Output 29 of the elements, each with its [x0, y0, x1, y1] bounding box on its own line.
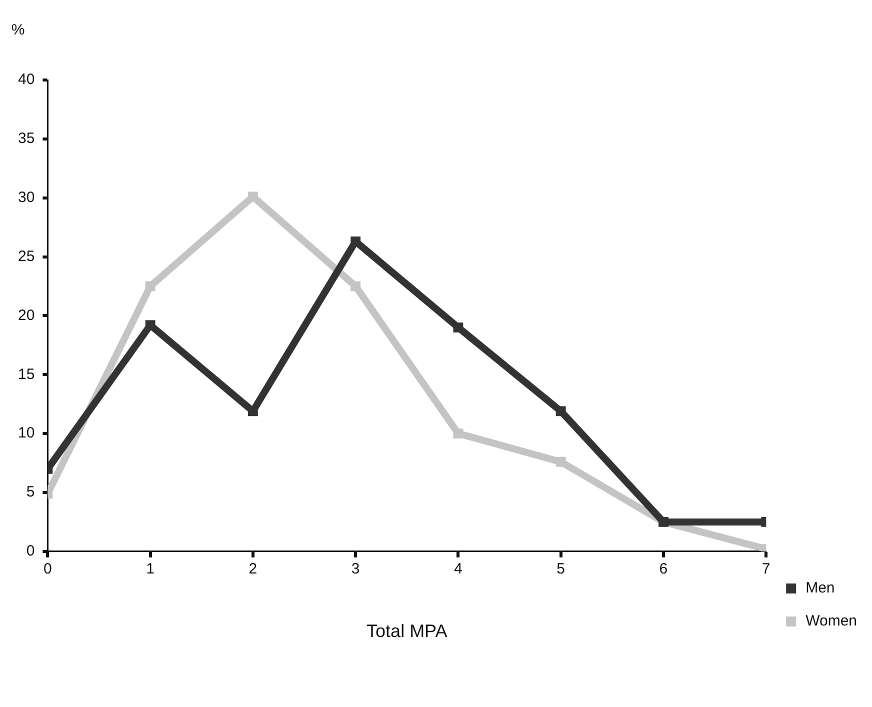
y-tick-label: 10 — [18, 424, 35, 442]
x-tick-label: 7 — [762, 560, 770, 578]
x-tick-label: 0 — [44, 560, 52, 578]
legend-label: Men — [806, 580, 835, 597]
y-tick-label: 30 — [18, 188, 35, 206]
y-tick-label: 35 — [18, 130, 35, 148]
y-tick-label: 0 — [26, 542, 35, 560]
x-tick-label: 2 — [248, 560, 258, 578]
y-tick-label: 20 — [18, 306, 35, 324]
point — [145, 320, 156, 330]
x-tick-label: 3 — [351, 560, 360, 578]
y-tick-label: 15 — [18, 366, 35, 383]
point — [248, 192, 258, 202]
x-tick-label: 5 — [556, 560, 566, 578]
legend-label: Women — [806, 612, 858, 630]
x-axis-title: Total MPA — [366, 621, 448, 642]
point — [145, 281, 156, 292]
x-tick-label: 1 — [146, 560, 154, 578]
y-tick-label: 25 — [18, 248, 35, 265]
point — [453, 322, 464, 332]
point — [556, 406, 566, 416]
y-tick-label: 40 — [18, 71, 35, 88]
x-tick-label: 6 — [659, 560, 668, 578]
point — [453, 428, 464, 438]
y-axis-title: % — [11, 22, 25, 39]
y-tick-label: 5 — [26, 484, 35, 501]
x-tick-label: 4 — [454, 560, 462, 578]
point — [350, 281, 361, 292]
point — [556, 456, 566, 467]
